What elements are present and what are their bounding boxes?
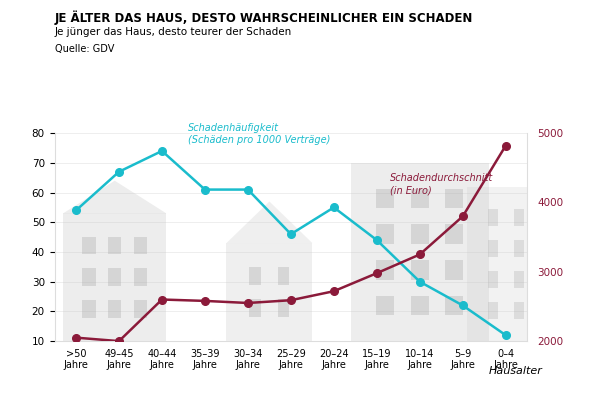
Bar	[514, 302, 524, 319]
Bar	[488, 209, 498, 226]
Bar	[250, 300, 261, 317]
Bar	[376, 296, 395, 315]
Bar	[82, 237, 96, 254]
Bar	[411, 189, 428, 208]
Bar	[134, 268, 147, 286]
Text: JE ÄLTER DAS HAUS, DESTO WAHRSCHEINLICHER EIN SCHADEN: JE ÄLTER DAS HAUS, DESTO WAHRSCHEINLICHE…	[55, 10, 473, 25]
Bar	[82, 268, 96, 286]
Bar	[376, 260, 395, 280]
Bar	[514, 240, 524, 257]
Bar	[134, 237, 147, 254]
Bar	[411, 296, 428, 315]
Bar	[445, 260, 463, 280]
Bar	[514, 271, 524, 288]
Bar	[467, 187, 544, 341]
Bar	[351, 163, 488, 341]
Bar	[445, 296, 463, 315]
Bar	[514, 209, 524, 226]
Bar	[411, 260, 428, 280]
Bar	[411, 224, 428, 244]
Bar	[278, 300, 289, 317]
Bar	[108, 237, 121, 254]
Bar	[63, 213, 166, 341]
Bar	[376, 224, 395, 244]
Polygon shape	[63, 181, 166, 213]
Bar	[108, 300, 121, 318]
Bar	[82, 300, 96, 318]
Bar	[134, 300, 147, 318]
Text: Hausalter: Hausalter	[488, 366, 542, 376]
Text: Schadendurchschnitt
(in Euro): Schadendurchschnitt (in Euro)	[390, 173, 493, 196]
Bar	[250, 267, 261, 285]
Bar	[488, 271, 498, 288]
Bar	[488, 240, 498, 257]
Bar	[488, 302, 498, 319]
Bar	[108, 268, 121, 286]
Bar	[445, 189, 463, 208]
Text: Quelle: GDV: Quelle: GDV	[55, 44, 114, 54]
Bar	[376, 189, 395, 208]
Text: Schadenhäufigkeit
(Schäden pro 1000 Verträge): Schadenhäufigkeit (Schäden pro 1000 Vert…	[188, 123, 330, 145]
Polygon shape	[227, 201, 312, 243]
Bar	[445, 224, 463, 244]
Bar	[278, 267, 289, 285]
Text: Je jünger das Haus, desto teurer der Schaden: Je jünger das Haus, desto teurer der Sch…	[55, 27, 292, 37]
Bar	[227, 243, 312, 341]
